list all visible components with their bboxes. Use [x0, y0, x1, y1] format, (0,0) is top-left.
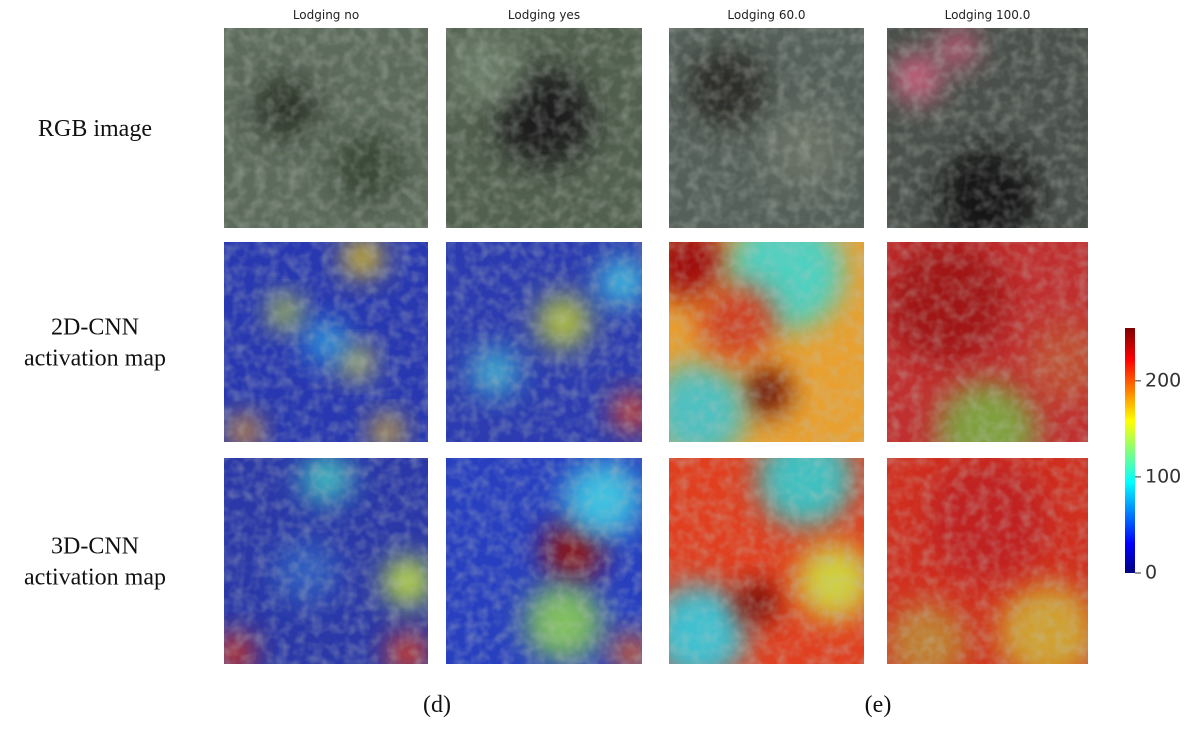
image-texture [669, 458, 864, 664]
image-cell [887, 28, 1088, 228]
image-texture [224, 458, 428, 664]
image-cell [224, 242, 428, 442]
image-cell [446, 242, 642, 442]
row-label: 3D-CNN [51, 534, 139, 560]
image-cell [224, 458, 428, 664]
colorbar-tick-label: 0 [1145, 562, 1157, 584]
row-label: RGB image [38, 116, 152, 142]
image-texture [446, 28, 642, 228]
image-cell [669, 458, 864, 664]
colorbar [1125, 328, 1135, 573]
image-cell [887, 242, 1088, 442]
colorbar-tick-label: 100 [1145, 465, 1181, 487]
image-cell [446, 458, 642, 664]
image-texture [224, 242, 428, 442]
image-texture [887, 28, 1088, 228]
colorbar-tick-label: 200 [1145, 369, 1181, 391]
image-cell [669, 28, 864, 228]
row-label: activation map [24, 346, 166, 372]
column-header: Lodging 60.0 [727, 8, 805, 22]
row-label: activation map [24, 565, 166, 591]
image-texture [887, 242, 1088, 442]
column-header: Lodging no [293, 8, 359, 22]
image-cell [669, 242, 864, 442]
column-header: Lodging yes [508, 8, 580, 22]
image-texture [669, 28, 864, 228]
image-texture [446, 458, 642, 664]
image-texture [669, 242, 864, 442]
image-cell [446, 28, 642, 228]
labels: Lodging no Lodging yes Lodging 60.0 Lodging… [24, 8, 1181, 718]
image-texture [887, 458, 1088, 664]
image-texture [224, 28, 428, 228]
row-label: 2D-CNN [51, 315, 139, 341]
column-header: Lodging 100.0 [945, 8, 1031, 22]
image-grid [224, 28, 1088, 664]
image-cell [224, 28, 428, 228]
image-cell [887, 458, 1088, 664]
caption: (d) [423, 692, 451, 718]
caption: (e) [865, 692, 892, 718]
image-texture [446, 242, 642, 442]
